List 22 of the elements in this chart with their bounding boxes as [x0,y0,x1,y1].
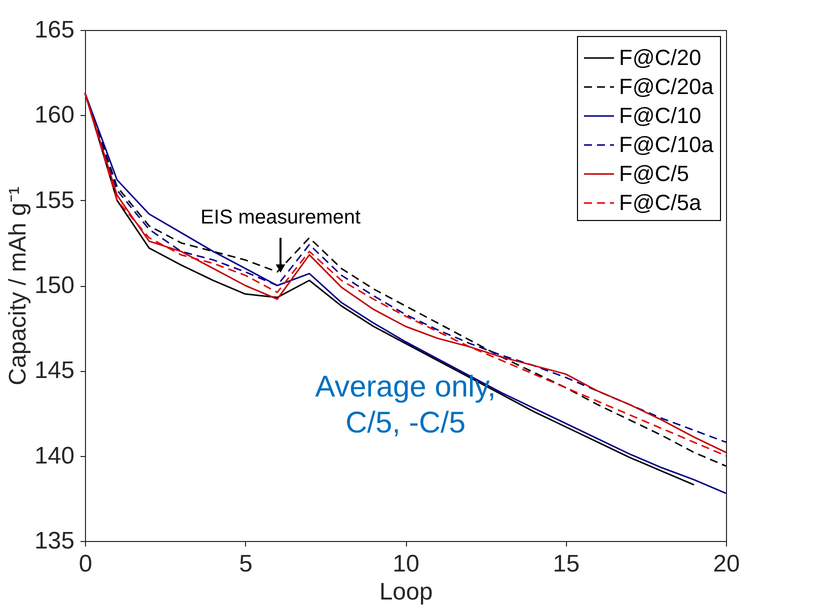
x-tick-label: 10 [392,550,420,578]
y-tick-label: 150 [34,272,74,299]
y-tick-label: 140 [34,442,74,470]
x-tick-label: 0 [78,550,92,578]
y-tick-label: 145 [34,357,74,384]
x-tick-label: 20 [713,550,740,578]
y-tick-label: 165 [34,16,74,44]
x-tick-label: 5 [239,550,252,578]
legend-label: F@C/20 [619,45,702,70]
annotation: EIS measurement [200,206,361,229]
annotation: Average only, C/5, -C/5 [315,370,496,440]
y-tick-label: 155 [34,186,74,214]
x-tick-label: 15 [552,550,580,578]
y-tick-label: 160 [34,102,74,129]
legend-label: F@C/20a [619,74,714,99]
y-axis-title: Capacity / mAh g⁻¹ [4,186,32,386]
legend-label: F@C/5 [619,161,690,186]
y-tick-label: 135 [34,528,74,554]
legend-label: F@C/10a [619,132,714,157]
x-axis-title: Loop [379,578,433,606]
legend-label: F@C/5a [619,190,702,215]
legend-label: F@C/10 [619,103,702,128]
